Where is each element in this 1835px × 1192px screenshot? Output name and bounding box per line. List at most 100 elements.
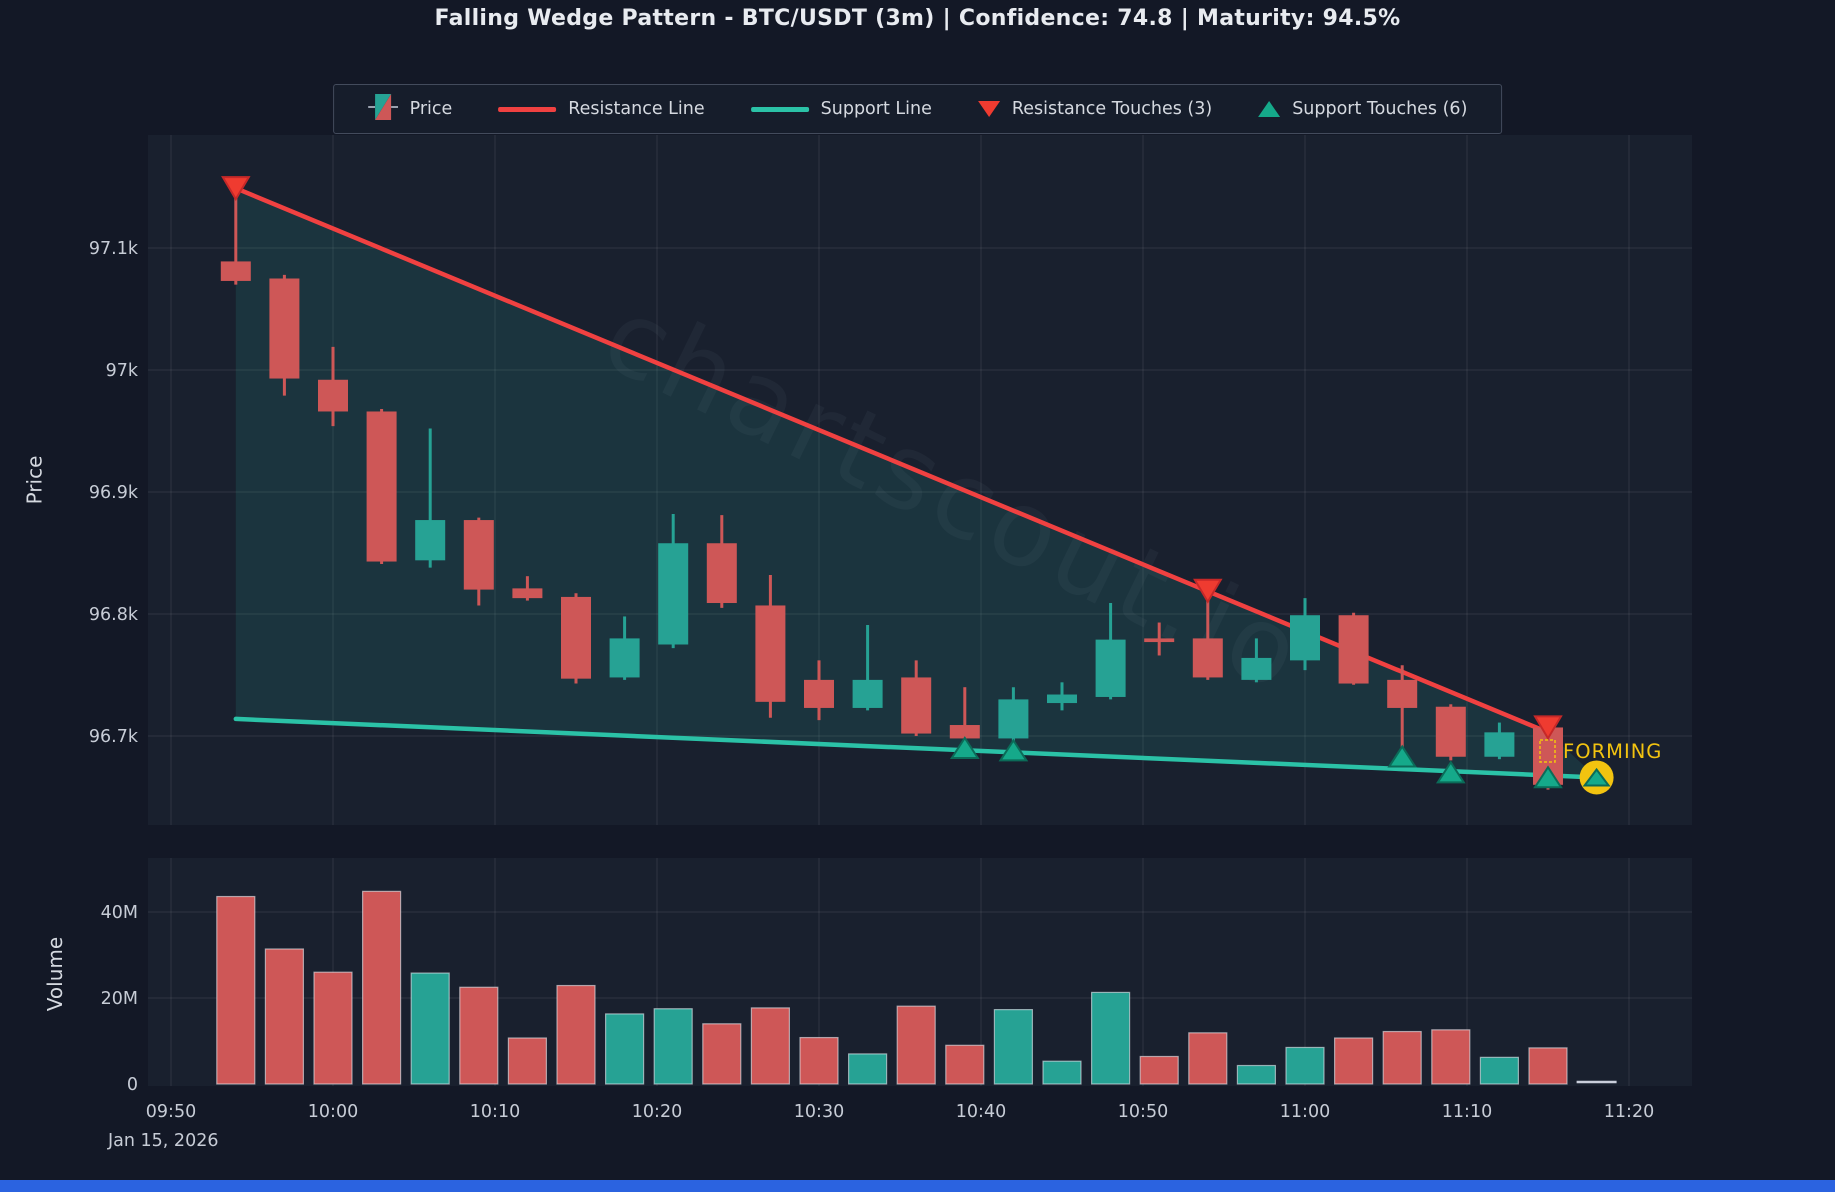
page-title: Falling Wedge Pattern - BTC/USDT (3m) | … [434, 6, 1401, 31]
teal-line-icon [750, 106, 809, 112]
volume-bar [264, 948, 304, 1085]
volume-bar [799, 1036, 839, 1085]
candle-body [1047, 694, 1077, 704]
volume-bar [507, 1037, 547, 1085]
time-tick-label: 09:50 [146, 1102, 196, 1122]
resistance-touch-marker [1533, 715, 1563, 741]
candle-body [658, 543, 689, 645]
candle-body [463, 520, 494, 590]
triangle-up-icon [1258, 101, 1281, 117]
resistance-line [233, 185, 1551, 735]
candle-body [512, 588, 543, 599]
candle-body [220, 261, 251, 281]
resistance-touch-marker [221, 176, 251, 202]
time-tick-label: 10:20 [632, 1102, 682, 1122]
volume-bar [1236, 1064, 1277, 1085]
support-touch-marker [1533, 765, 1563, 789]
volume-bar [896, 1005, 936, 1085]
time-tick-label: 11:00 [1280, 1102, 1330, 1122]
support-touch-marker [1387, 744, 1418, 768]
price-tick-label: 96.9k [89, 483, 139, 503]
candlestick-icon [367, 92, 398, 126]
volume-tick-label: 20M [101, 989, 138, 1009]
date-label: Jan 15, 2026 [107, 1131, 218, 1151]
time-tick-label: 11:10 [1442, 1102, 1492, 1122]
volume-bar [1479, 1056, 1520, 1085]
volume-bar [459, 986, 499, 1085]
time-tick-label: 10:50 [1118, 1102, 1168, 1122]
volume-bar [410, 972, 450, 1085]
volume-bar [1285, 1046, 1325, 1085]
volume-bar [750, 1007, 791, 1085]
volume-bar [604, 1013, 645, 1085]
time-tick-label: 10:10 [470, 1102, 520, 1122]
volume-bar [1431, 1029, 1471, 1085]
volume-bar [653, 1008, 693, 1085]
volume-bar [993, 1009, 1034, 1085]
volume-bar [1042, 1060, 1082, 1085]
volume-bar [1528, 1047, 1568, 1085]
forming-point-triangle [1582, 767, 1611, 787]
volume-bar [702, 1023, 742, 1085]
volume-bar [1188, 1032, 1228, 1085]
volume-bar [556, 984, 596, 1085]
price-tick-label: 97.1k [89, 239, 139, 259]
volume-bar [945, 1044, 985, 1085]
forming-label: FORMING [1563, 740, 1662, 763]
candle-body [561, 596, 591, 679]
triangle-down-icon [977, 101, 1000, 117]
legend-label-price: Price [409, 99, 453, 119]
volume-bar [1090, 991, 1131, 1085]
candle-body [901, 677, 932, 734]
price-tick-label: 96.7k [89, 727, 139, 747]
candle-body [1095, 639, 1126, 697]
candle-body [1192, 638, 1223, 678]
volume-bar [362, 890, 402, 1085]
candle-body [1387, 679, 1418, 708]
volume-tick-label: 40M [101, 903, 138, 923]
candle-body [804, 679, 834, 708]
legend-item-resistance-line: Resistance Line [498, 99, 705, 119]
candle-body [1484, 732, 1515, 757]
candle-body [949, 725, 980, 739]
support-touch-marker [1435, 760, 1466, 784]
time-tick-label: 11:20 [1604, 1102, 1654, 1122]
candle-body [1435, 706, 1466, 757]
candle-body [1290, 615, 1320, 661]
candle-body [706, 543, 737, 604]
volume-bar [216, 895, 256, 1085]
legend-item-resistance-touches: Resistance Touches (3) [977, 99, 1212, 119]
time-tick-label: 10:40 [956, 1102, 1006, 1122]
price-tick-label: 96.8k [89, 605, 139, 625]
time-tick-label: 10:00 [308, 1102, 358, 1122]
volume-bar [1382, 1030, 1422, 1085]
red-line-icon [498, 106, 557, 112]
candle-body [609, 638, 640, 678]
candle-body [366, 411, 397, 562]
candle-body [998, 699, 1029, 739]
hourglass-icon [1539, 739, 1556, 763]
legend-item-support-touches: Support Touches (6) [1258, 99, 1467, 119]
support-line [233, 716, 1599, 780]
legend-item-price: Price [367, 92, 453, 126]
window-edge-bar [0, 1180, 1835, 1192]
support-touch-marker [949, 736, 980, 759]
volume-bar [1139, 1055, 1179, 1085]
chart-legend: Price Resistance Line Support Line Resis… [332, 84, 1503, 134]
support-touch-marker [998, 738, 1029, 762]
legend-label-support-line: Support Line [820, 99, 932, 119]
volume-bar [313, 971, 353, 1085]
legend-label-resistance-line: Resistance Line [568, 99, 705, 119]
candle-body [318, 379, 348, 412]
price-tick-label: 97k [106, 361, 139, 381]
volume-tick-label: 0 [127, 1075, 138, 1095]
legend-label-support-touches: Support Touches (6) [1292, 99, 1468, 119]
candle-body [269, 278, 300, 379]
legend-item-support-line: Support Line [750, 99, 932, 119]
candle-body [1241, 657, 1272, 680]
candle-body [755, 605, 786, 702]
candle-body [415, 520, 446, 561]
volume-bar [1333, 1037, 1374, 1085]
